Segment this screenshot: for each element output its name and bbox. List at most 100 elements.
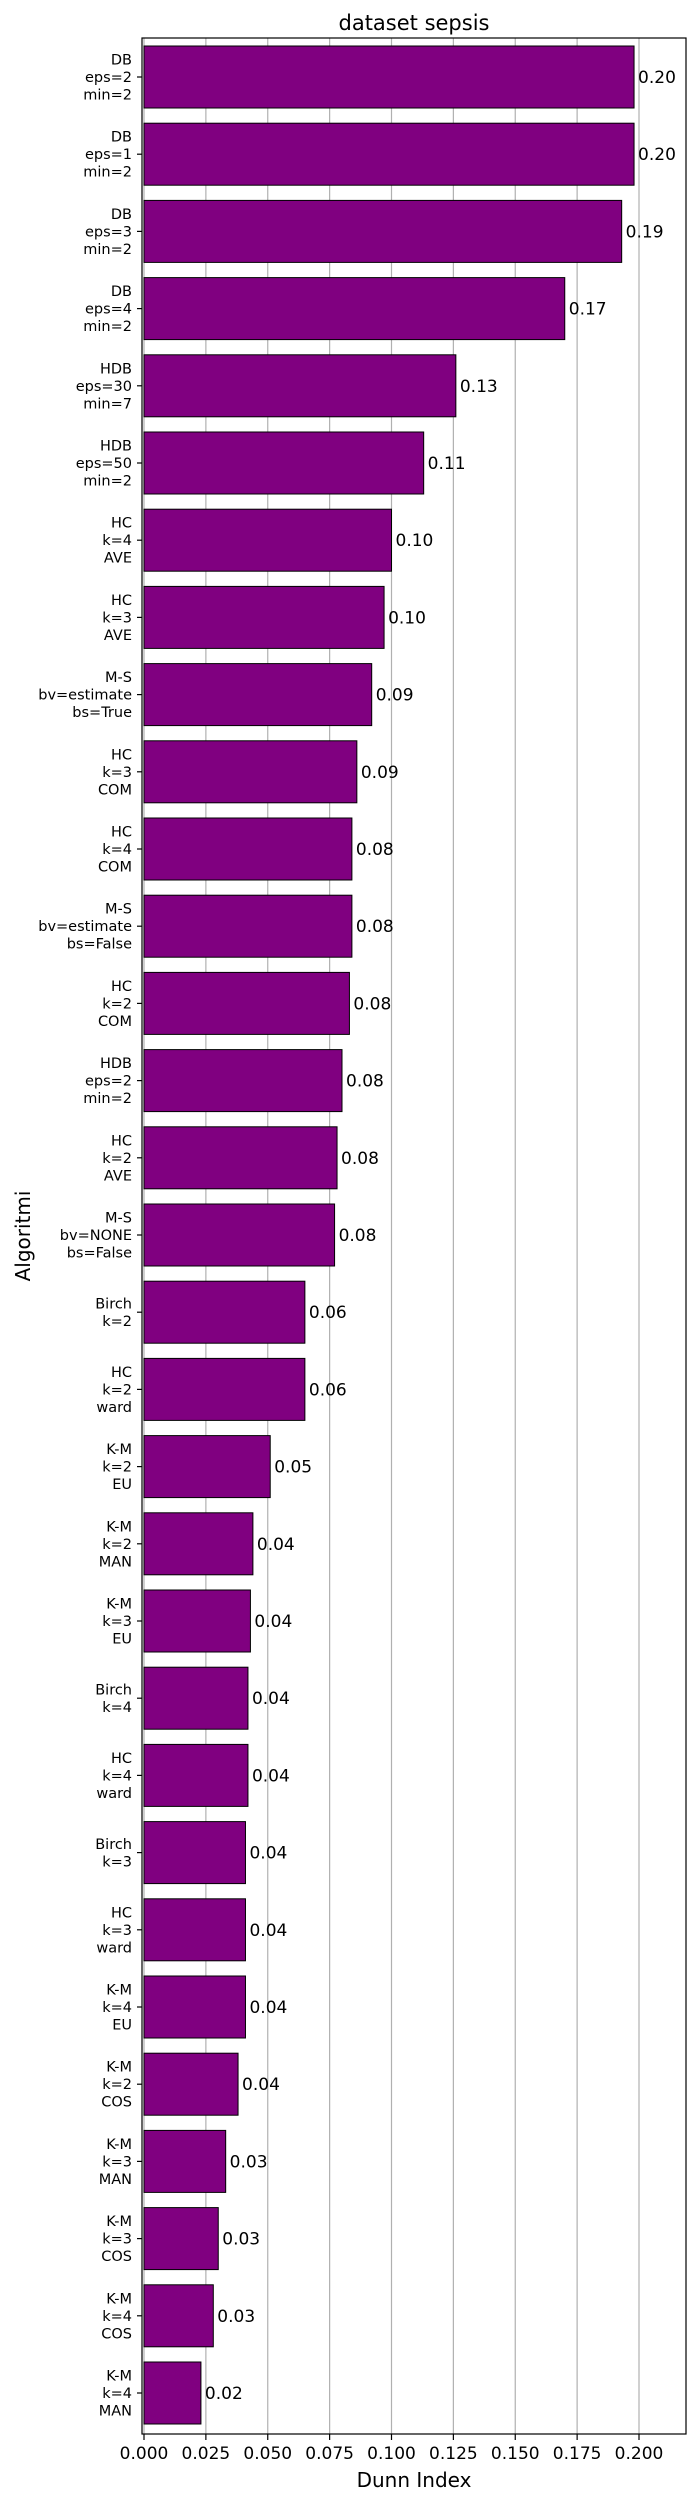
bar: [143, 740, 358, 804]
bars: [143, 45, 635, 2425]
y-tick-label-line: M-S: [105, 670, 132, 686]
y-tick-label-line: K-M: [106, 2291, 132, 2307]
y-tick-label: Birch k=4: [95, 1682, 132, 1716]
y-tick-label-line: Birch: [95, 1837, 132, 1853]
bar-value-label: 0.04: [249, 1844, 287, 1864]
y-tick-label-line: DB: [111, 207, 132, 223]
y-tick-label: K-M k=4 MAN: [99, 2369, 132, 2420]
bar-value-label: 0.09: [376, 686, 414, 706]
bar-value-label: 0.08: [353, 994, 391, 1014]
bar: [143, 1975, 246, 2039]
bar: [143, 1280, 306, 1344]
bar-value-label: 0.08: [339, 1226, 377, 1246]
bar-value-label: 0.13: [460, 377, 498, 397]
y-tick-label-line: k=2: [102, 1382, 132, 1398]
y-tick-label: HC k=3 COM: [98, 747, 132, 798]
bar: [143, 663, 373, 727]
x-tick-label: 0.000: [120, 2444, 169, 2464]
y-tick-label: DB eps=1 min=2: [83, 130, 132, 181]
y-tick-label-line: k=2: [102, 1460, 132, 1476]
bar-value-label: 0.10: [388, 608, 426, 628]
bar-value-label: 0.06: [309, 1380, 347, 1400]
y-tick-label: HDB eps=2 min=2: [83, 1056, 132, 1107]
y-tick-label: DB eps=2 min=2: [83, 53, 132, 104]
y-tick-label-line: bv=estimate: [38, 919, 132, 935]
y-tick-label-line: EU: [112, 2018, 132, 2034]
y-tick-label: HC k=3 AVE: [102, 593, 132, 644]
y-tick-label: K-M k=3 EU: [102, 1597, 132, 1648]
y-tick-label: K-M k=2 EU: [102, 1442, 132, 1493]
y-tick-label-line: eps=2: [85, 70, 132, 86]
y-tick-label-line: M-S: [105, 902, 132, 918]
y-tick-label: K-M k=2 COS: [101, 2060, 132, 2111]
x-tick-label: 0.025: [182, 2444, 231, 2464]
y-tick-label-line: HDB: [100, 361, 132, 377]
bar: [143, 1126, 338, 1190]
bar-value-label: 0.03: [222, 2230, 260, 2250]
y-tick-label-line: AVE: [104, 1168, 132, 1184]
y-tick-label-line: DB: [111, 284, 132, 300]
y-tick-label: K-M k=3 COS: [101, 2214, 132, 2265]
y-tick-label-line: Birch: [95, 1682, 132, 1698]
y-tick-label-line: k=3: [102, 1614, 132, 1630]
y-tick-label-line: K-M: [106, 2060, 132, 2076]
bar: [143, 2207, 219, 2271]
bar-value-label: 0.04: [252, 1689, 290, 1709]
bar-value-label: 0.05: [274, 1458, 312, 1478]
y-tick-label-line: HC: [111, 516, 132, 532]
y-tick-label: K-M k=2 MAN: [99, 1519, 132, 1570]
y-tick-label-line: AVE: [104, 628, 132, 644]
y-tick-label: HC k=2 AVE: [102, 1133, 132, 1184]
y-tick-label-line: K-M: [106, 1442, 132, 1458]
y-tick-label-line: HC: [111, 979, 132, 995]
x-tick-label: 0.075: [305, 2444, 354, 2464]
bar: [143, 817, 353, 881]
bar-value-label: 0.08: [346, 1072, 384, 1092]
y-tick-label-line: k=3: [102, 610, 132, 626]
y-tick-label: Birch k=2: [95, 1296, 132, 1330]
x-tick-label: 0.200: [615, 2444, 664, 2464]
y-tick-label-line: eps=4: [85, 302, 132, 318]
bar: [143, 1049, 343, 1113]
bar-value-label: 0.08: [341, 1149, 379, 1169]
y-tick-label-line: min=2: [83, 319, 132, 335]
bar-value-label: 0.08: [356, 840, 394, 860]
chart-title: dataset sepsis: [339, 11, 490, 35]
y-tick-label-line: AVE: [104, 551, 132, 567]
y-tick-label-line: EU: [112, 1477, 132, 1493]
y-tick-label: HC k=2 COM: [98, 979, 132, 1030]
bar: [143, 1898, 246, 1962]
y-tick-label-line: k=3: [102, 2154, 132, 2170]
bar: [143, 122, 635, 186]
y-axis: DB eps=2 min=2DB eps=1 min=2DB eps=3 min=2DB ep…: [38, 53, 142, 2420]
y-tick-label-line: bv=estimate: [38, 688, 132, 704]
y-tick-label-line: ward: [96, 1400, 132, 1416]
y-tick-label-line: k=2: [102, 2077, 132, 2093]
bar: [143, 2361, 202, 2425]
y-tick-label-line: K-M: [106, 2214, 132, 2230]
y-tick-label-line: min=2: [83, 242, 132, 258]
y-tick-label-line: MAN: [99, 2172, 132, 2188]
y-tick-label-line: K-M: [106, 1519, 132, 1535]
bar-value-label: 0.11: [428, 454, 466, 474]
y-tick-label-line: eps=2: [85, 1074, 132, 1090]
y-tick-label-line: COM: [98, 1014, 132, 1030]
y-tick-label-line: COM: [98, 782, 132, 798]
y-tick-label: HC k=4 AVE: [102, 516, 132, 567]
plot-frame: [141, 37, 687, 2435]
y-tick-label-line: k=2: [102, 1314, 132, 1330]
bar: [143, 1666, 249, 1730]
bar-value-label: 0.08: [356, 917, 394, 937]
y-tick-label: HDB eps=30 min=7: [76, 361, 132, 412]
y-tick-label: M-S bv=estimate bs=True: [38, 670, 132, 721]
y-tick-label-line: K-M: [106, 1597, 132, 1613]
bar: [143, 2129, 227, 2193]
y-tick-label: HC k=2 ward: [96, 1365, 132, 1416]
y-tick-label-line: min=2: [83, 165, 132, 181]
y-tick-label-line: K-M: [106, 2137, 132, 2153]
x-axis-title: Dunn Index: [357, 2468, 472, 2492]
bar-value-label: 0.09: [361, 763, 399, 783]
bar-value-label: 0.17: [569, 300, 607, 320]
bar: [143, 1203, 336, 1267]
